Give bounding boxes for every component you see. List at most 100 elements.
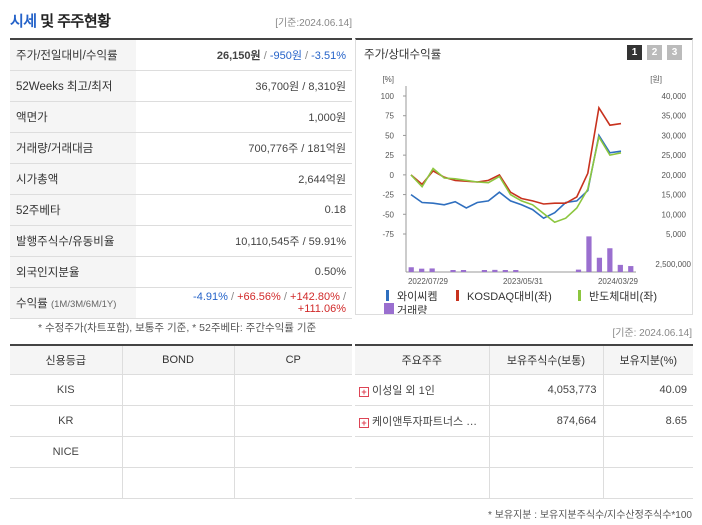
table-row: 거래량/거래대금 700,776주 / 181억원 <box>10 132 352 164</box>
series-line-2 <box>410 134 622 224</box>
volume-bar <box>628 266 634 272</box>
expand-icon[interactable]: + <box>359 386 369 397</box>
right-unit: [원] <box>650 75 662 84</box>
volume-bar <box>460 270 467 272</box>
chart-tab-3[interactable]: 3 <box>667 45 682 60</box>
agency-kis: KIS <box>10 374 122 406</box>
table-row: 액면가 1,000원 <box>10 101 352 133</box>
price-value: 26,150원 / -950원 / -3.51% <box>136 39 352 71</box>
base-date-2: [기준: 2024.06.14] <box>612 328 692 339</box>
mcap-value: 2,644억원 <box>136 163 352 195</box>
volume-bar <box>607 248 613 272</box>
volume-bar <box>408 267 414 272</box>
holder-name[interactable]: + 케이앤투자파트너스 … <box>355 405 489 437</box>
credit-rating-table: 신용등급 BOND CP KIS KR NICE <box>10 344 352 499</box>
table-row <box>355 467 693 499</box>
section-title: 시세 및 주주현황 <box>10 10 111 31</box>
x-tick-label: 2023/05/31 <box>503 277 544 286</box>
foreign-label: 외국인지분율 <box>10 256 136 288</box>
col-header-bond: BOND <box>121 345 234 375</box>
return-value: -4.91% / +66.56% / +142.80% / +111.06% <box>136 287 352 319</box>
legend-label: KOSDAQ대비(좌) <box>467 290 552 303</box>
left-tick-label: -75 <box>382 230 394 239</box>
volume-bar <box>575 269 582 272</box>
mcap-label: 시가총액 <box>10 163 136 195</box>
left-unit: [%] <box>382 75 394 84</box>
right-tick-label: 10,000 <box>662 210 687 219</box>
col-header-pct: 보유지분(%) <box>602 345 693 375</box>
right-tick-label: 35,000 <box>662 112 687 121</box>
volume-bar <box>617 264 623 272</box>
holders-footnote: * 보유지분 : 보유지분주식수/지수산정주식수*100 <box>488 510 692 521</box>
left-tick-label: 100 <box>381 92 395 101</box>
legend-label: 반도체대비(좌) <box>589 290 657 303</box>
table-header-row: 신용등급 BOND CP <box>10 345 352 375</box>
right-tick-label: 30,000 <box>662 131 687 140</box>
table-row: 52주베타 0.18 <box>10 194 352 226</box>
expand-icon[interactable]: + <box>359 417 369 428</box>
chart-panel: 주가/상대수익률 1 2 3 [%] [원] 100 75 50 25 0 -25 -50 -75… <box>355 38 693 315</box>
price-label: 주가/전일대비/수익률 <box>10 39 136 71</box>
table-row <box>355 436 693 468</box>
chart-title: 주가/상대수익률 <box>364 49 442 61</box>
volume-tick-label: 2,500,000 <box>655 260 691 269</box>
holder-shares: 4,053,773 <box>488 374 603 406</box>
volume-label: 거래량/거래대금 <box>10 132 136 164</box>
col-header-holder: 주요주주 <box>355 345 489 375</box>
volume-bar <box>502 270 508 272</box>
legend-swatch <box>386 290 389 301</box>
volume-bar <box>419 268 425 272</box>
legend-swatch <box>384 303 394 314</box>
left-tick-label: 50 <box>385 131 394 140</box>
table-row: KR <box>10 405 352 437</box>
volume-bar <box>429 268 435 272</box>
table-row: + 이성일 외 1인 4,053,773 40.09 <box>355 374 693 406</box>
volume-value: 700,776주 / 181억원 <box>136 132 352 164</box>
volume-bar <box>481 270 488 272</box>
table-row: 발행주식수/유동비율 10,110,545주 / 59.91% <box>10 225 352 257</box>
left-tick-label: 75 <box>385 112 394 121</box>
table-row: + 케이앤투자파트너스 … 874,664 8.65 <box>355 405 693 437</box>
table-row: 시가총액 2,644억원 <box>10 163 352 195</box>
table-row <box>10 467 352 499</box>
agency-kr: KR <box>10 405 122 437</box>
col-header-shares: 보유주식수(보통) <box>488 345 603 375</box>
base-date: [기준:2024.06.14] <box>275 18 352 29</box>
volume-bar <box>513 270 519 272</box>
shareholders-table: 주요주주 보유주식수(보통) 보유지분(%) + 이성일 외 1인 4,053,7… <box>355 344 693 499</box>
w52-label: 52Weeks 최고/최저 <box>10 70 136 102</box>
series-line-1 <box>410 105 622 205</box>
chart-tab-1[interactable]: 1 <box>627 45 642 60</box>
legend-swatch <box>578 290 581 301</box>
table-row: 외국인지분율 0.50% <box>10 256 352 288</box>
section-header: 시세 및 주주현황 [기준:2024.06.14] <box>10 8 352 32</box>
volume-bar <box>492 269 498 272</box>
col-header-rating: 신용등급 <box>10 345 122 375</box>
legend-swatch <box>456 290 459 301</box>
shares-label: 발행주식수/유동비율 <box>10 225 136 257</box>
face-value: 1,000원 <box>136 101 352 133</box>
table-header-row: 주요주주 보유주식수(보통) 보유지분(%) <box>355 345 693 375</box>
chart-tab-2[interactable]: 2 <box>647 45 662 60</box>
x-tick-label: 2022/07/29 <box>408 277 449 286</box>
right-tick-label: 20,000 <box>662 171 687 180</box>
return-label: 수익률 (1M/3M/6M/1Y) <box>10 287 136 319</box>
w52-value: 36,700원 / 8,310원 <box>136 70 352 102</box>
left-tick-label: 25 <box>385 151 394 160</box>
agency-nice: NICE <box>10 436 122 468</box>
left-tick-label: -25 <box>382 191 394 200</box>
table-row: 수익률 (1M/3M/6M/1Y) -4.91% / +66.56% / +14… <box>10 287 352 319</box>
legend-label: 와이씨켐 <box>397 290 437 303</box>
holder-pct: 8.65 <box>602 405 693 437</box>
holder-name[interactable]: + 이성일 외 1인 <box>355 374 489 406</box>
volume-bar <box>586 236 592 272</box>
chart-tabs: 1 2 3 <box>627 45 682 60</box>
beta-value: 0.18 <box>136 194 352 226</box>
left-tick-label: 0 <box>390 171 395 180</box>
holder-shares: 874,664 <box>488 405 603 437</box>
right-tick-label: 25,000 <box>662 151 687 160</box>
title-price[interactable]: 시세 <box>10 13 37 30</box>
left-tick-label: -50 <box>382 210 394 219</box>
table-row: 주가/전일대비/수익률 26,150원 / -950원 / -3.51% <box>10 39 352 71</box>
price-chart: [%] [원] 100 75 50 25 0 -25 -50 -75 40,000 35,000 30,… <box>381 75 692 314</box>
